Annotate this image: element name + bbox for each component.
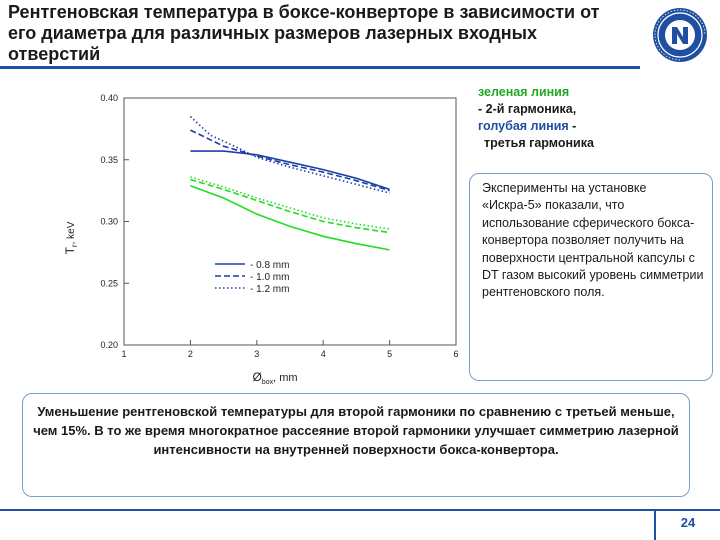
plot-frame bbox=[123, 97, 457, 346]
blue-line-desc: третья гармоника bbox=[484, 136, 594, 150]
y-tick-label: 0.35 bbox=[100, 155, 118, 165]
footer-separator bbox=[654, 509, 656, 540]
title-divider bbox=[0, 66, 640, 69]
y-axis-label: Tr, keV bbox=[63, 221, 79, 254]
x-tick-label: 1 bbox=[121, 349, 126, 359]
slide-title: Рентгеновская температура в боксе-конвер… bbox=[8, 2, 600, 64]
series-line-blue-dashed bbox=[190, 129, 390, 192]
legend-note: зеленая линия - 2-й гармоника, голубая л… bbox=[478, 84, 658, 152]
x-tick-label: 2 bbox=[188, 349, 193, 359]
blue-line-label: голубая линия bbox=[478, 119, 569, 133]
series-line-green-solid bbox=[190, 184, 390, 251]
y-axis-subscript: r bbox=[70, 244, 79, 247]
y-tick-label: 0.30 bbox=[100, 217, 118, 227]
series-line-blue-solid bbox=[190, 150, 390, 191]
green-line-desc: - 2-й гармоника, bbox=[478, 102, 577, 116]
series-line-blue-dotted bbox=[189, 115, 390, 194]
legend-label: - 0.8 mm bbox=[250, 260, 289, 271]
x-axis-symbol: Ø bbox=[252, 370, 261, 384]
summary-box: Уменьшение рентгеновской температуры для… bbox=[22, 393, 690, 497]
x-axis-label: Øbox, mm bbox=[252, 370, 297, 386]
series-line-green-dashed bbox=[190, 178, 390, 234]
legend-label: - 1.2 mm bbox=[250, 284, 289, 295]
x-tick-label: 6 bbox=[453, 349, 458, 359]
x-tick-label: 3 bbox=[254, 349, 259, 359]
institute-emblem-icon bbox=[653, 8, 707, 62]
x-tick-label: 4 bbox=[321, 349, 326, 359]
y-tick-label: 0.20 bbox=[100, 340, 118, 350]
legend-label: - 1.0 mm bbox=[250, 272, 289, 283]
experiment-box: Эксперименты на установке «Искра-5» пока… bbox=[469, 173, 713, 381]
y-tick-label: 0.25 bbox=[100, 278, 118, 288]
blue-line-dash: - bbox=[572, 119, 577, 133]
x-tick-label: 5 bbox=[387, 349, 392, 359]
page-number: 24 bbox=[680, 515, 696, 530]
green-line-label: зеленая линия bbox=[478, 85, 570, 99]
x-axis-subscript: box bbox=[262, 379, 274, 386]
x-axis-unit: , mm bbox=[273, 372, 297, 384]
y-tick-label: 0.40 bbox=[100, 93, 118, 103]
y-axis-unit: , keV bbox=[66, 221, 77, 244]
y-axis-symbol: T bbox=[63, 246, 77, 254]
footer-divider bbox=[0, 509, 720, 511]
temperature-chart: 0.20 0.25 0.30 0.35 0.40 1 2 3 4 5 6 - 0.8 mm- 1.0… bbox=[63, 93, 459, 386]
series-line-green-dotted bbox=[190, 176, 390, 230]
